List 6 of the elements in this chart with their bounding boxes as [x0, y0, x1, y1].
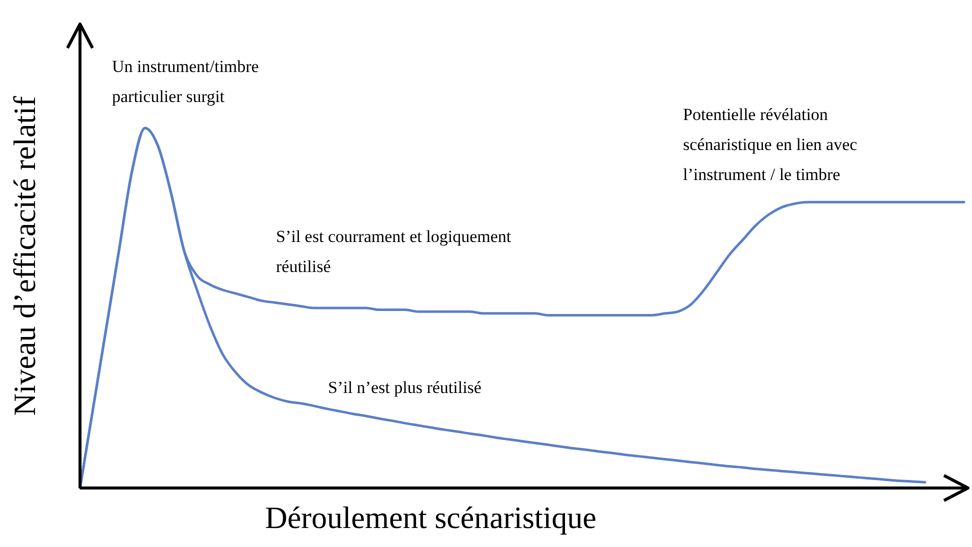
annotation: S’il est courrament et logiquement réutilisé [276, 226, 512, 278]
annotation: Potentielle révélation scénaristique en lien avec l’instrument / le timbre [683, 104, 858, 186]
text: Un instrument/timbre particulier surgit [112, 56, 259, 108]
y-axis-title: Niveau d’efficacité relatif [7, 95, 43, 418]
x-axis-title: Déroulement scénaristique [265, 500, 596, 536]
annotation: S’il n’est plus réutilisé [328, 377, 482, 399]
